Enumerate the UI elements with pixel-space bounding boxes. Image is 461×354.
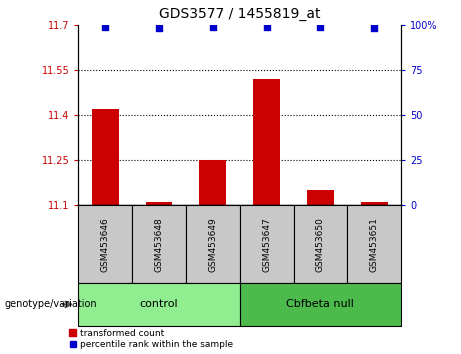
Text: GDS3577 / 1455819_at: GDS3577 / 1455819_at <box>159 7 320 21</box>
Bar <box>199 160 226 205</box>
Point <box>371 25 378 31</box>
Text: GSM453647: GSM453647 <box>262 217 271 272</box>
Point <box>155 25 163 31</box>
Text: GSM453646: GSM453646 <box>101 217 110 272</box>
Point <box>263 24 270 29</box>
Text: GSM453648: GSM453648 <box>154 217 164 272</box>
Text: Cbfbeta null: Cbfbeta null <box>286 299 355 309</box>
Text: GSM453649: GSM453649 <box>208 217 217 272</box>
Text: GSM453650: GSM453650 <box>316 217 325 272</box>
Bar <box>92 109 118 205</box>
Bar <box>146 202 172 205</box>
Bar <box>361 202 388 205</box>
Point <box>209 24 217 29</box>
Bar <box>253 79 280 205</box>
Text: genotype/variation: genotype/variation <box>5 299 97 309</box>
Bar <box>307 190 334 205</box>
Point <box>317 24 324 29</box>
Text: control: control <box>140 299 178 309</box>
Point <box>101 24 109 29</box>
Text: GSM453651: GSM453651 <box>370 217 378 272</box>
Legend: transformed count, percentile rank within the sample: transformed count, percentile rank withi… <box>69 329 233 349</box>
